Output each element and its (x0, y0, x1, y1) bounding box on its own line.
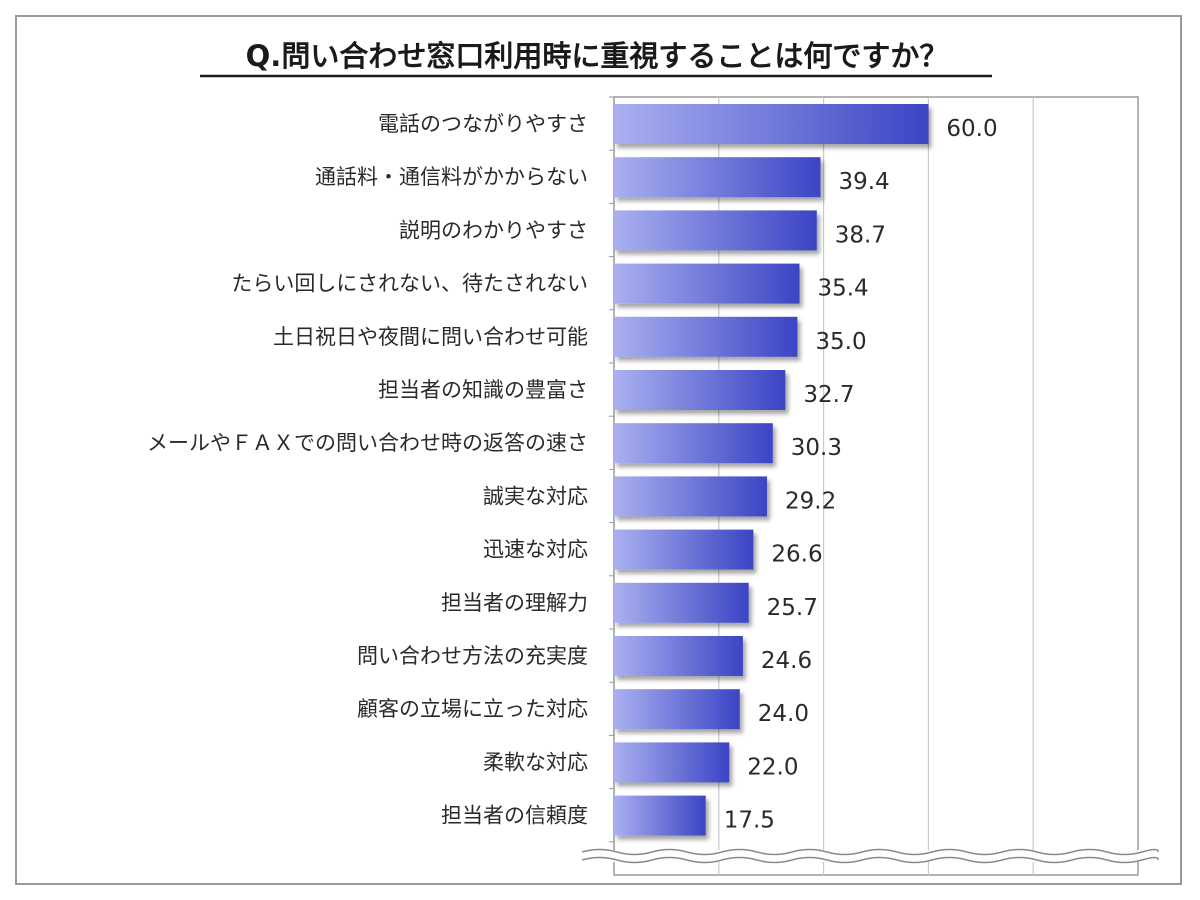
bar (614, 742, 730, 783)
bar (614, 689, 740, 730)
category-label: 迅速な対応 (483, 538, 588, 562)
value-label: 29.2 (785, 488, 836, 514)
bar (614, 795, 706, 836)
axis-break-line (581, 856, 1159, 864)
axis-break (581, 848, 1159, 864)
bar (614, 157, 821, 198)
bar (614, 104, 929, 144)
category-labels: 電話のつながりやすさ通話料・通信料がかからない説明のわかりやすさたらい回しにされ… (147, 112, 588, 828)
bar (614, 210, 817, 251)
value-label: 30.3 (791, 435, 842, 461)
value-label: 39.4 (838, 169, 889, 195)
bar (614, 370, 786, 410)
value-label: 26.6 (771, 542, 822, 568)
category-label: 電話のつながりやすさ (378, 112, 588, 136)
value-label: 38.7 (835, 222, 886, 248)
category-label: 問い合わせ方法の充実度 (357, 644, 588, 668)
bar (614, 582, 749, 623)
value-label: 25.7 (767, 595, 818, 621)
category-label: たらい回しにされない、待たされない (231, 272, 588, 296)
value-label: 35.4 (817, 276, 868, 302)
value-label: 32.7 (803, 382, 854, 408)
category-label: 担当者の信頼度 (441, 804, 588, 828)
bars (614, 104, 929, 836)
category-label: 説明のわかりやすさ (399, 218, 588, 242)
bar (614, 263, 800, 304)
category-label: メールやＦＡＸでの問い合わせ時の返答の速さ (147, 431, 588, 455)
category-label: 担当者の知識の豊富さ (378, 378, 588, 402)
value-labels: 60.0 39.4 38.7 35.4 35.0 32.7 30.3 29.2 26.6 25.7… (724, 116, 998, 834)
value-label: 24.6 (761, 648, 812, 674)
bar (614, 636, 743, 676)
category-label: 通話料・通信料がかからない (315, 165, 588, 189)
value-label: 17.5 (724, 808, 775, 834)
bar (614, 423, 773, 464)
chart-title: Q.問い合わせ窓口利用時に重視することは何ですか？ (246, 39, 949, 73)
category-label: 誠実な対応 (483, 484, 588, 508)
value-label: 24.0 (758, 701, 809, 727)
value-label: 60.0 (946, 116, 997, 142)
value-label: 22.0 (747, 754, 798, 780)
category-label: 土日祝日や夜間に問い合わせ可能 (273, 325, 588, 349)
bar (614, 476, 768, 517)
chart-frame (15, 15, 1182, 885)
category-label: 担当者の理解力 (441, 591, 588, 615)
category-label: 顧客の立場に立った対応 (357, 697, 588, 721)
category-label: 柔軟な対応 (483, 750, 588, 774)
axis-break-line (581, 848, 1159, 856)
bar (614, 529, 754, 570)
bar (614, 316, 798, 357)
value-label: 35.0 (815, 329, 866, 355)
